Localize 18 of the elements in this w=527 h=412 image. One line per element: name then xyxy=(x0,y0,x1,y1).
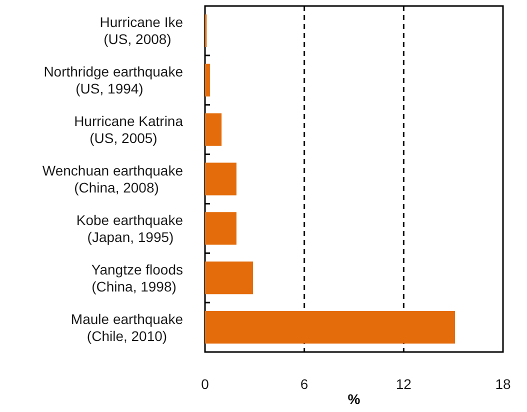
bar xyxy=(205,262,254,294)
bar xyxy=(205,212,236,245)
y-tick-label: Hurricane Ike (US, 2008) xyxy=(100,14,184,48)
bar xyxy=(205,310,455,344)
y-tick-label: Hurricane Katrina (US, 2005) xyxy=(74,113,184,146)
x-tick-label: 18 xyxy=(495,376,511,392)
x-tick-label: 0 xyxy=(201,376,210,392)
y-tick-label: Wenchuan earthquake (China, 2008) xyxy=(42,162,184,196)
bar xyxy=(205,64,210,96)
x-tick-label: 6 xyxy=(300,376,308,392)
bar xyxy=(205,162,236,196)
x-axis-title: % xyxy=(348,391,361,407)
y-tick-label: Northridge earthquake (US, 1994) xyxy=(44,64,184,97)
bar xyxy=(205,113,222,146)
y-tick-label: Kobe earthquake (Japan, 1995) xyxy=(76,212,184,245)
y-tick-label: Yangtze floods (China, 1998) xyxy=(91,261,183,294)
x-tick-label: 12 xyxy=(396,376,412,392)
y-tick-label: Maule earthquake (Chile, 2010) xyxy=(70,310,184,344)
